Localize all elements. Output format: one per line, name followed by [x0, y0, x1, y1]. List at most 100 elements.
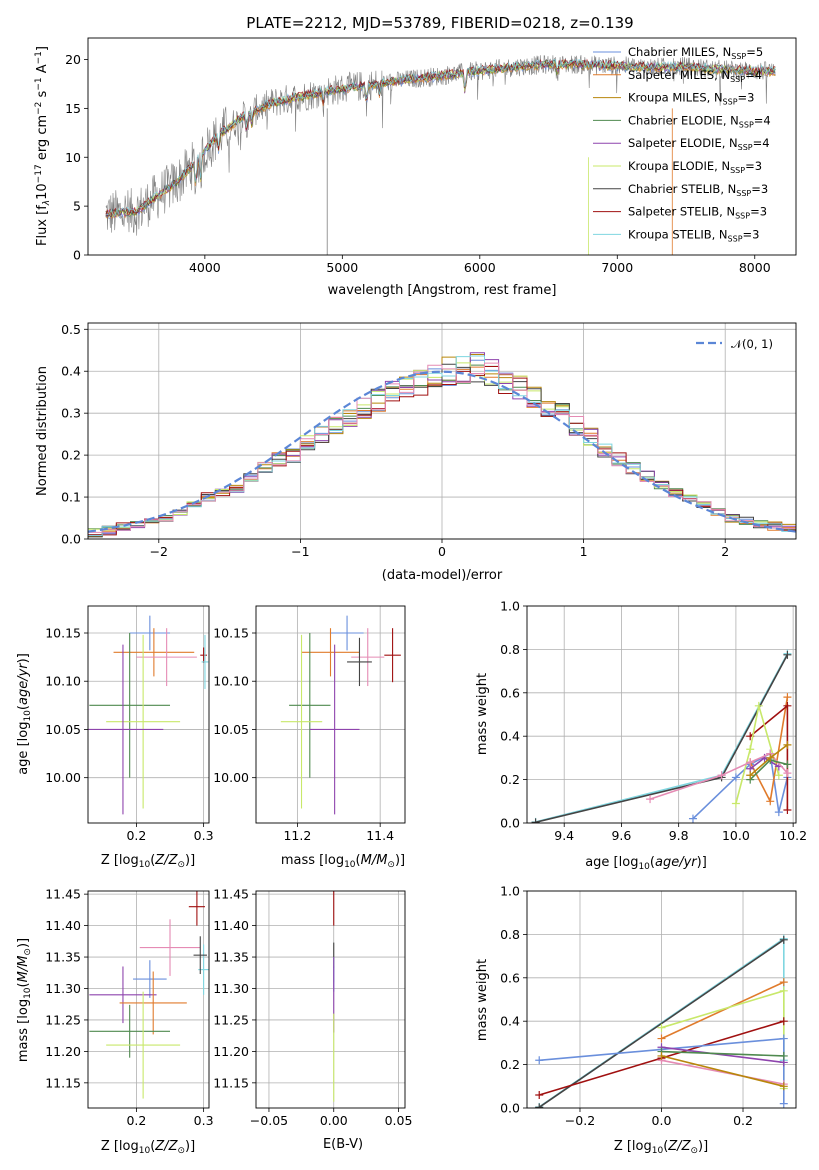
legend-entry: Kroupa ELODIE, NSSP=3	[628, 159, 762, 175]
legend-entry: Kroupa STELIB, NSSP=3	[628, 227, 759, 243]
y-tick-label: 10	[65, 150, 81, 165]
weight-marker	[783, 760, 792, 769]
y-tick-label: 0.8	[500, 927, 520, 942]
x-tick-label: 2	[721, 544, 729, 559]
x-tick-label: −0.2	[565, 1113, 595, 1128]
weight-marker	[688, 814, 697, 823]
weight-marker	[657, 1051, 666, 1060]
axes-frame	[87, 890, 210, 1109]
legend-entry: Chabrier STELIB, NSSP=3	[628, 182, 768, 198]
x-tick-label: −2	[150, 544, 168, 559]
weight-marker	[731, 799, 740, 808]
weight-marker	[657, 1023, 666, 1032]
y-tick-label: 10.15	[45, 626, 81, 641]
x-tick-label: −0.05	[250, 1113, 288, 1128]
ageZ-ylabel: age [log10(age/yr)]	[16, 653, 33, 775]
legend-entry: Salpeter ELODIE, NSSP=4	[628, 136, 770, 152]
spectrum-panel: wavelength [Angstrom, rest frame] Flux […	[34, 37, 797, 298]
x-tick-label: 9.8	[669, 828, 689, 843]
y-tick-label: 1.0	[500, 599, 520, 614]
weight-series	[735, 705, 780, 804]
y-tick-label: 11.45	[45, 887, 81, 902]
axes-frame	[255, 890, 406, 1109]
age-vs-mass-panel: mass [log10(M/M⊙)] 11.2 11.4 10.00 10.05 10.…	[213, 605, 406, 870]
weight-vs-metallicity-panel: Z [log10(Z/Z⊙)] mass weight −0.2 0.0 0.2 0.…	[475, 884, 797, 1156]
weight-series	[661, 1059, 784, 1085]
weight-marker	[535, 1103, 544, 1108]
axes-frame	[87, 322, 797, 540]
y-tick-label: 15	[65, 101, 81, 116]
plot-area	[535, 934, 788, 1108]
axes-frame	[87, 37, 797, 256]
weight-marker	[779, 986, 788, 995]
y-tick-label: 0.6	[500, 970, 520, 985]
weight-series	[538, 939, 785, 1108]
spectrum-xlabel: wavelength [Angstrom, rest frame]	[328, 283, 557, 298]
y-tick-label: 0.4	[500, 729, 520, 744]
weight-marker	[783, 701, 792, 710]
y-tick-label: 11.25	[213, 1012, 249, 1027]
y-tick-label: 11.40	[45, 918, 81, 933]
weight-series	[661, 1050, 784, 1057]
x-tick-label: 5000	[326, 260, 358, 275]
x-tick-label: 7000	[601, 260, 633, 275]
wZ-xlabel: Z [log10(Z/Z⊙)]	[614, 1139, 708, 1156]
x-tick-label: 9.6	[611, 828, 631, 843]
y-tick-label: 0.6	[500, 685, 520, 700]
y-tick-label: 10.00	[45, 770, 81, 785]
y-tick-label: 11.20	[213, 1044, 249, 1059]
legend-entry: Kroupa MILES, NSSP=3	[628, 91, 754, 107]
weight-series	[661, 981, 785, 1040]
weight-marker	[783, 769, 792, 778]
y-tick-label: 10.10	[45, 674, 81, 689]
weight-marker	[779, 935, 788, 944]
axes-frame	[87, 605, 210, 824]
y-tick-label: 0.4	[61, 364, 81, 379]
weight-marker	[779, 1051, 788, 1060]
y-tick-label: 11.15	[213, 1075, 249, 1090]
y-tick-label: 0.2	[500, 772, 520, 787]
y-tick-label: 11.35	[45, 950, 81, 965]
y-tick-label: 0.0	[500, 1101, 520, 1116]
x-tick-label: 0.2	[733, 1113, 753, 1128]
y-tick-label: 10.00	[213, 770, 249, 785]
plot-area	[280, 615, 401, 815]
axes-frame	[526, 890, 797, 1109]
weight-marker	[766, 797, 775, 806]
y-tick-label: 10.05	[45, 722, 81, 737]
wZ-ylabel: mass weight	[475, 959, 490, 1041]
weight-marker	[783, 650, 792, 659]
weight-marker	[746, 745, 755, 754]
x-tick-label: 0.3	[194, 828, 214, 843]
mZ-ylabel: mass [log10(M/M⊙)]	[16, 938, 33, 1062]
weight-marker	[779, 1034, 788, 1043]
residuals-ylabel: Normed distribution	[35, 366, 50, 496]
spectrum-model-line	[105, 58, 776, 216]
weight-marker	[746, 771, 755, 780]
weight-marker	[754, 701, 763, 710]
axes-frame	[526, 605, 797, 824]
weight-series	[539, 1037, 785, 1104]
weight-series	[692, 752, 789, 820]
weight-marker	[657, 1034, 666, 1043]
weight-marker	[783, 693, 792, 702]
weight-marker	[731, 773, 740, 782]
legend-entry: Chabrier ELODIE, NSSP=4	[628, 113, 771, 129]
y-tick-label: 0.1	[61, 490, 81, 505]
residuals-panel: (data-model)/error Normed distribution −…	[35, 322, 797, 583]
residual-histogram	[88, 366, 796, 539]
x-tick-label: 0.00	[320, 1113, 348, 1128]
legend-entry: Salpeter MILES, NSSP=4	[628, 68, 762, 84]
x-tick-label: 10.0	[722, 828, 750, 843]
x-tick-label: 8000	[739, 260, 771, 275]
weight-marker	[779, 1099, 788, 1108]
y-tick-label: 0.0	[61, 532, 81, 547]
y-tick-label: 0.3	[61, 406, 81, 421]
plot-area	[531, 649, 792, 823]
x-tick-label: 1	[580, 544, 588, 559]
axes-frame	[255, 605, 406, 824]
spectrum-model-line	[105, 58, 776, 217]
weight-marker	[779, 1017, 788, 1026]
ageZ-xlabel: Z [log10(Z/Z⊙)]	[101, 853, 195, 870]
y-tick-label: 10.10	[213, 674, 249, 689]
